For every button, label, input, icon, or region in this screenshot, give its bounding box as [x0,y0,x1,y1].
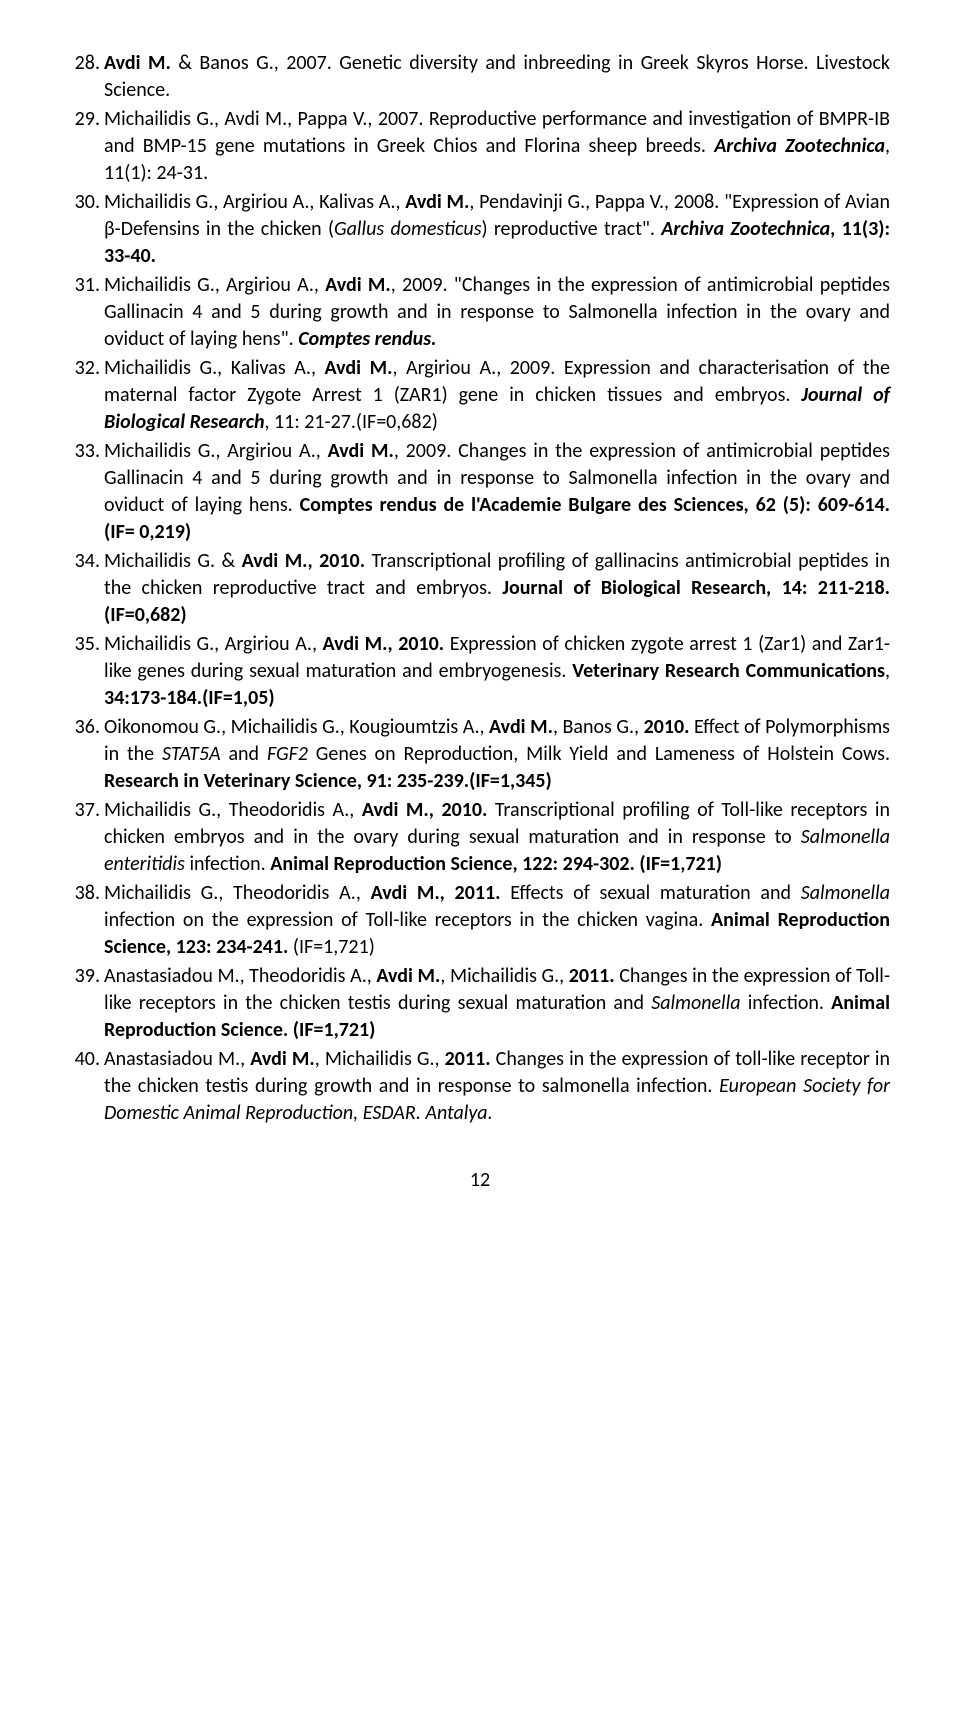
reference-number: 37. [70,797,104,824]
reference-number: 40. [70,1046,104,1073]
reference-item: 35.Michailidis G., Argiriou A., Avdi M.,… [70,631,890,712]
reference-number: 32. [70,355,104,382]
reference-text: Oikonomou G., Michailidis G., Kougioumtz… [104,714,890,795]
reference-item: 33.Michailidis G., Argiriou A., Avdi M.,… [70,438,890,546]
reference-item: 40.Anastasiadou M., Avdi M., Michailidis… [70,1046,890,1127]
reference-list: 28.Avdi M. & Banos G., 2007. Genetic div… [70,50,890,1127]
reference-text: Michailidis G., Theodoridis A., Avdi M.,… [104,797,890,878]
reference-item: 30.Michailidis G., Argiriou A., Kalivas … [70,189,890,270]
reference-text: Anastasiadou M., Theodoridis A., Avdi M.… [104,963,890,1044]
reference-text: Michailidis G., Kalivas A., Avdi M., Arg… [104,355,890,436]
reference-item: 39.Anastasiadou M., Theodoridis A., Avdi… [70,963,890,1044]
reference-number: 34. [70,548,104,575]
reference-text: Michailidis G., Argiriou A., Avdi M., 20… [104,272,890,353]
reference-number: 39. [70,963,104,990]
reference-text: Michailidis G., Argiriou A., Kalivas A.,… [104,189,890,270]
reference-text: Michailidis G. & Avdi M., 2010. Transcri… [104,548,890,629]
reference-number: 33. [70,438,104,465]
page-number: 12 [70,1167,890,1194]
reference-item: 32.Michailidis G., Kalivas A., Avdi M., … [70,355,890,436]
reference-number: 38. [70,880,104,907]
reference-text: Michailidis G., Avdi M., Pappa V., 2007.… [104,106,890,187]
reference-item: 34.Michailidis G. & Avdi M., 2010. Trans… [70,548,890,629]
reference-number: 31. [70,272,104,299]
reference-number: 28. [70,50,104,77]
reference-item: 38.Michailidis G., Theodoridis A., Avdi … [70,880,890,961]
reference-text: Michailidis G., Argiriou A., Avdi M., 20… [104,438,890,546]
reference-item: 28.Avdi M. & Banos G., 2007. Genetic div… [70,50,890,104]
reference-item: 36.Oikonomou G., Michailidis G., Kougiou… [70,714,890,795]
reference-item: 31.Michailidis G., Argiriou A., Avdi M.,… [70,272,890,353]
reference-number: 35. [70,631,104,658]
reference-number: 29. [70,106,104,133]
reference-text: Michailidis G., Theodoridis A., Avdi M.,… [104,880,890,961]
reference-text: Anastasiadou M., Avdi M., Michailidis G.… [104,1046,890,1127]
reference-text: Avdi M. & Banos G., 2007. Genetic divers… [104,50,890,104]
reference-item: 37.Michailidis G., Theodoridis A., Avdi … [70,797,890,878]
reference-number: 36. [70,714,104,741]
reference-number: 30. [70,189,104,216]
reference-item: 29.Michailidis G., Avdi M., Pappa V., 20… [70,106,890,187]
reference-text: Michailidis G., Argiriou A., Avdi M., 20… [104,631,890,712]
